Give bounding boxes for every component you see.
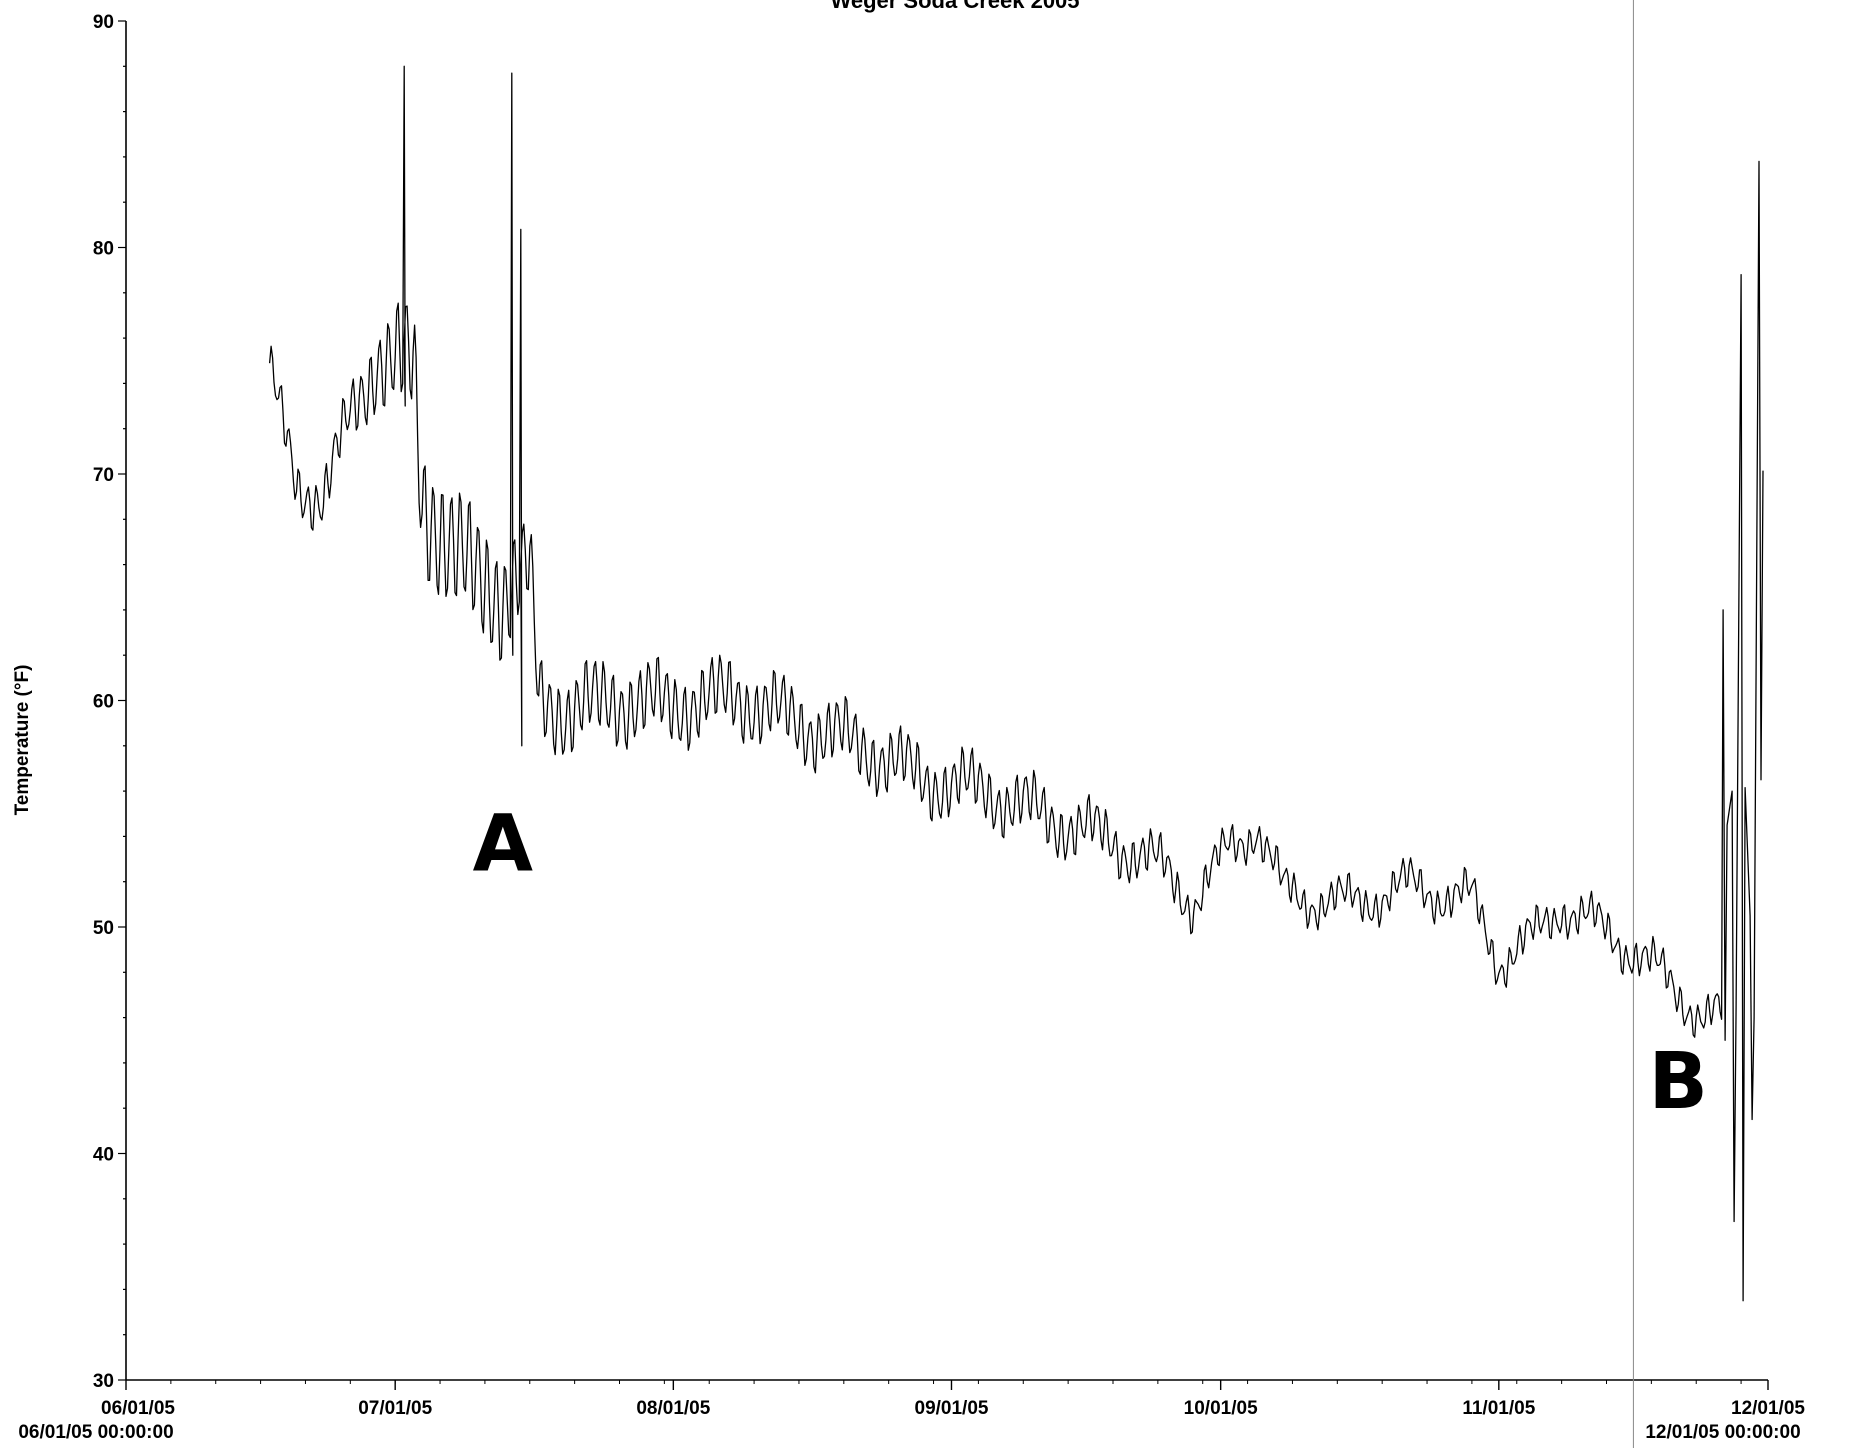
x-tick-label: 09/01/05 (915, 1398, 989, 1419)
x-tick-label: 12/01/05 (1731, 1398, 1805, 1419)
chart-title: Weger Soda Creek 2005 (830, 0, 1079, 13)
x-tick-label: 08/01/05 (636, 1398, 710, 1419)
x-tick-label: 07/01/05 (358, 1398, 432, 1419)
axes (125, 21, 1768, 1381)
y-tick-label: 50 (93, 918, 114, 939)
y-tick-label: 30 (93, 1371, 114, 1392)
annotation-b: B (1649, 1037, 1708, 1127)
plot-area (268, 0, 1764, 1448)
y-tick-label: 80 (93, 239, 114, 260)
x-tick-label: 10/01/05 (1184, 1398, 1258, 1419)
x-tick-sublabel: 06/01/05 00:00:00 (18, 1422, 173, 1443)
y-tick-label: 60 (93, 692, 114, 713)
y-tick-label: 90 (93, 12, 114, 33)
annotation-a: A (473, 799, 533, 889)
annotations: AB (473, 799, 1708, 1127)
x-tick-label: 11/01/05 (1462, 1398, 1535, 1419)
x-tick-label: 06/01/05 (101, 1398, 175, 1419)
y-tick-label: 70 (93, 465, 114, 486)
x-tick-sublabel: 12/01/05 00:00:00 (1645, 1422, 1800, 1443)
y-ticks: 30 40 50 60 70 80 90 (93, 12, 126, 1392)
x-ticks: 06/01/05 06/01/05 00:00:00 07/01/05 08/01/0… (18, 1380, 1805, 1443)
y-axis-label: Temperature (°F) (12, 665, 33, 816)
y-tick-label: 40 (93, 1145, 114, 1166)
temperature-series-line (268, 65, 1764, 1302)
